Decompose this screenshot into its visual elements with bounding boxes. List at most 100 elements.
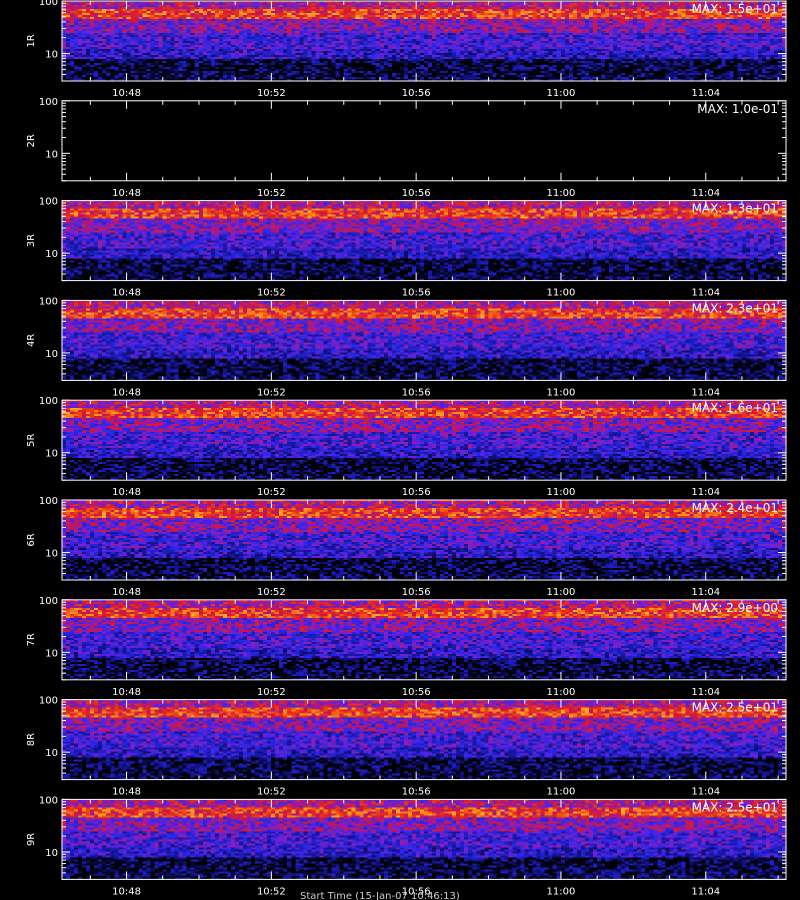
x-tick-label: 11:00 [547, 387, 576, 398]
y-tick-label: 10 [45, 549, 58, 560]
x-tick-label: 10:48 [112, 387, 141, 398]
plot-frame [61, 0, 787, 82]
x-tick-label: 10:48 [112, 886, 141, 897]
x-tick-label: 11:00 [547, 288, 576, 299]
max-label: MAX: 1.0e-01 [697, 102, 778, 116]
plot-frame [61, 499, 787, 581]
max-label: MAX: 2.3e+01 [692, 301, 778, 315]
y-tick-label: 10 [45, 648, 58, 659]
panel-9R: 10 100 10:48 10:52 10:56 11:00 11:04 9R MAX: 2.5… [26, 795, 787, 897]
x-tick-label: 10:56 [402, 886, 431, 897]
x-tick-label: 10:56 [402, 687, 431, 698]
x-tick-label: 11:00 [547, 487, 576, 498]
y-tick-label: 100 [39, 496, 58, 507]
y-axis-label: 6R [26, 533, 37, 546]
x-tick-label: 10:56 [402, 487, 431, 498]
x-tick-label: 10:48 [112, 487, 141, 498]
x-tick-label: 10:56 [402, 387, 431, 398]
y-axis-label: 2R [26, 134, 37, 147]
x-tick-label: 10:52 [257, 787, 286, 798]
heatmap-image-7R [62, 599, 786, 680]
y-axis-label: 4R [26, 334, 37, 347]
heatmap-image-4R [62, 300, 786, 381]
x-tick-label: 10:48 [112, 288, 141, 299]
heatmap-image-3R [62, 200, 786, 281]
x-tick-label: 10:56 [402, 88, 431, 99]
x-tick-label: 11:04 [691, 288, 720, 299]
x-tick-label: 10:52 [257, 587, 286, 598]
y-axis-label: 8R [26, 733, 37, 746]
y-tick-label: 10 [45, 449, 58, 460]
heatmap-image-8R [62, 699, 786, 780]
max-label: MAX: 2.5e+01 [692, 701, 778, 715]
y-axis-label: 1R [26, 34, 37, 47]
y-tick-label: 100 [39, 396, 58, 407]
panel-1R: 10 100 10:48 10:52 10:56 11:00 11:04 1R MAX: 1.5… [26, 0, 787, 99]
plot-frame [61, 699, 787, 781]
max-label: MAX: 1.3e+01 [692, 202, 778, 216]
plot-frame [61, 100, 787, 182]
panel-8R: 10 100 10:48 10:52 10:56 11:00 11:04 8R MAX: 2.5… [26, 696, 787, 798]
x-tick-label: 10:52 [257, 487, 286, 498]
x-tick-label: 10:52 [257, 387, 286, 398]
x-tick-label: 10:52 [257, 886, 286, 897]
x-tick-label: 10:52 [257, 188, 286, 199]
y-tick-label: 10 [45, 249, 58, 260]
y-tick-label: 100 [39, 596, 58, 607]
y-axis-label: 7R [26, 633, 37, 646]
y-tick-label: 100 [39, 0, 58, 8]
x-tick-label: 11:04 [691, 886, 720, 897]
x-tick-label: 11:00 [547, 787, 576, 798]
heatmap-image-5R [62, 400, 786, 481]
panel-7R: 10 100 10:48 10:52 10:56 11:00 11:04 7R MAX: 2.9… [26, 596, 787, 698]
y-tick-label: 10 [45, 349, 58, 360]
plot-frame [61, 299, 787, 381]
plot-frame [61, 798, 787, 880]
x-tick-label: 11:00 [547, 687, 576, 698]
y-tick-label: 10 [45, 149, 58, 160]
y-tick-label: 100 [39, 696, 58, 707]
heatmap-image-2R [62, 100, 786, 181]
x-tick-label: 11:04 [691, 387, 720, 398]
heatmap-image-9R [62, 799, 786, 880]
x-tick-label: 10:48 [112, 188, 141, 199]
x-tick-label: 10:48 [112, 687, 141, 698]
max-label: MAX: 2.4e+01 [692, 501, 778, 515]
panel-2R: 10 100 10:48 10:52 10:56 11:00 11:04 2R MAX: 1.0… [26, 97, 787, 199]
heatmap-image-1R [62, 1, 786, 81]
x-tick-label: 10:56 [402, 288, 431, 299]
plot-frame [61, 200, 787, 282]
x-tick-label: 10:48 [112, 587, 141, 598]
panel-3R: 10 100 10:48 10:52 10:56 11:00 11:04 3R MAX: 1.3… [26, 197, 787, 299]
y-tick-label: 100 [39, 97, 58, 108]
x-tick-label: 11:04 [691, 787, 720, 798]
x-tick-label: 10:52 [257, 687, 286, 698]
y-tick-label: 10 [45, 848, 58, 859]
x-tick-label: 10:48 [112, 787, 141, 798]
x-tick-label: 11:04 [691, 188, 720, 199]
x-tick-label: 10:56 [402, 787, 431, 798]
y-axis-label: 3R [26, 234, 37, 247]
x-tick-label: 11:04 [691, 487, 720, 498]
panel-4R: 10 100 10:48 10:52 10:56 11:00 11:04 4R MAX: 2.3… [26, 296, 787, 398]
x-tick-label: 11:00 [547, 886, 576, 897]
x-tick-label: 10:56 [402, 188, 431, 199]
x-tick-label: 11:00 [547, 188, 576, 199]
y-tick-label: 10 [45, 748, 58, 759]
panel-6R: 10 100 10:48 10:52 10:56 11:00 11:04 6R MAX: 2.4… [26, 496, 787, 598]
x-tick-label: 11:04 [691, 88, 720, 99]
x-tick-label: 10:52 [257, 288, 286, 299]
y-axis-label: 9R [26, 833, 37, 846]
plot-frame [61, 599, 787, 681]
max-label: MAX: 1.5e+01 [692, 2, 778, 16]
max-label: MAX: 2.5e+01 [692, 800, 778, 814]
x-axis-title: Start Time (15-Jan-07 10:46:13) [300, 892, 460, 900]
x-tick-label: 11:00 [547, 587, 576, 598]
plot-frame [61, 399, 787, 481]
y-tick-label: 10 [45, 50, 58, 61]
y-tick-label: 100 [39, 296, 58, 307]
max-label: MAX: 2.9e+00 [692, 601, 778, 615]
panel-5R: 10 100 10:48 10:52 10:56 11:00 11:04 5R MAX: 1.6… [26, 396, 787, 498]
y-axis-label: 5R [26, 433, 37, 446]
x-tick-label: 10:48 [112, 88, 141, 99]
